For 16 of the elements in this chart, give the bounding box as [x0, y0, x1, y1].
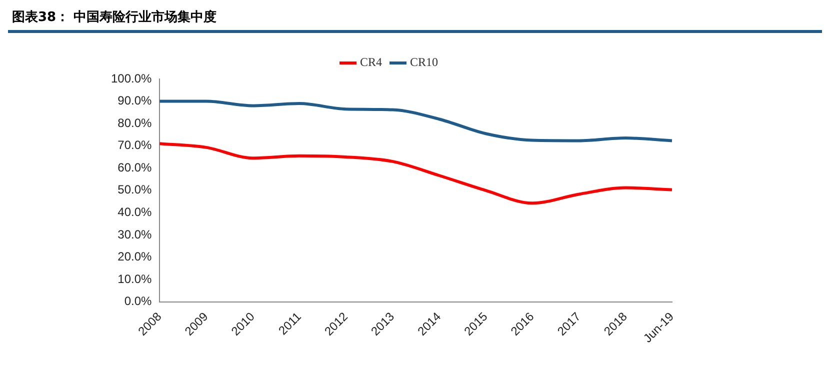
y-tick-label: 60.0%: [118, 160, 152, 174]
y-tick-label: 80.0%: [118, 116, 152, 130]
y-tick-label: 100.0%: [110, 71, 152, 86]
line-series: [158, 100, 674, 142]
y-tick-label: 10.0%: [118, 272, 152, 286]
y-tick-label: 90.0%: [118, 94, 152, 108]
legend-label: CR10: [410, 55, 438, 70]
y-tick-label: 0.0%: [124, 294, 152, 308]
line-series: [158, 142, 674, 205]
y-tick-label: 20.0%: [118, 250, 152, 264]
chart-title: 图表38： 中国寿险行业市场集中度: [8, 8, 822, 33]
y-tick-label: 50.0%: [118, 182, 152, 197]
y-tick-label: 30.0%: [118, 227, 152, 242]
legend-label: CR4: [360, 55, 382, 70]
y-tick-label: 40.0%: [118, 205, 152, 220]
y-tick-label: 70.0%: [118, 138, 152, 152]
